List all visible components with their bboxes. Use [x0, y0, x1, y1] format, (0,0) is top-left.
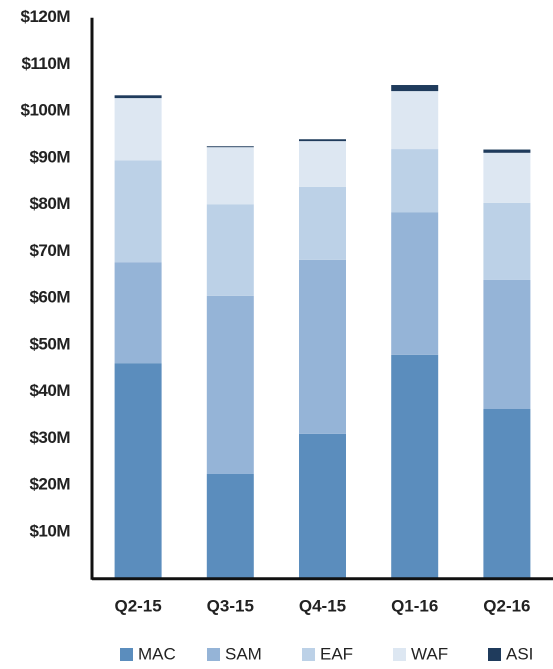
bar-segment	[299, 139, 346, 142]
y-tick-label: $70M	[29, 241, 70, 260]
bar-segment	[206, 295, 254, 474]
legend-swatch	[488, 648, 501, 661]
x-tick-label: Q4-15	[299, 596, 346, 615]
bar-segment	[483, 279, 531, 409]
bar-segment	[483, 152, 531, 203]
legend-swatch	[393, 648, 406, 661]
legend-label: EAF	[320, 644, 353, 663]
legend-label: ASI	[506, 644, 533, 663]
y-tick-label: $110M	[21, 54, 70, 73]
x-tick-label: Q2-16	[483, 596, 530, 615]
bar-segment	[483, 408, 531, 579]
bar-segment	[391, 354, 439, 579]
legend-label: WAF	[411, 644, 448, 663]
y-tick-label: $50M	[29, 334, 70, 353]
x-tick-label: Q1-16	[391, 596, 438, 615]
bar-segment	[391, 85, 439, 92]
x-tick-label: Q2-15	[114, 596, 161, 615]
bar-segment	[114, 262, 162, 364]
y-tick-label: $30M	[29, 428, 70, 447]
y-tick-label: $90M	[29, 147, 70, 166]
bar-segment	[114, 363, 162, 579]
y-tick-label: $10M	[29, 521, 70, 540]
bar-segment	[299, 186, 346, 260]
bar-segment	[114, 160, 162, 263]
bar-segment	[114, 98, 162, 161]
y-tick-label: $100M	[21, 101, 71, 120]
bar-segment	[299, 259, 346, 434]
bar-segment	[391, 149, 439, 213]
y-tick-label: $120M	[21, 7, 71, 26]
legend-label: MAC	[138, 644, 176, 663]
bar-segment	[483, 202, 531, 280]
x-tick-label: Q3-15	[207, 596, 254, 615]
bar-segment	[206, 147, 254, 205]
bar-segment	[206, 473, 254, 579]
y-tick-label: $40M	[29, 381, 70, 400]
legend-swatch	[302, 648, 315, 661]
legend-label: SAM	[225, 644, 262, 663]
bar-segment	[391, 212, 439, 355]
bar-segment	[206, 146, 254, 148]
bar-segment	[483, 149, 531, 153]
bar-segment	[299, 141, 346, 187]
bar-segment	[391, 91, 439, 150]
y-tick-label: $80M	[29, 194, 70, 213]
bar-segment	[114, 95, 162, 99]
y-tick-label: $20M	[29, 475, 70, 494]
bar-segment	[206, 204, 254, 296]
legend-swatch	[207, 648, 220, 661]
bar-segment	[299, 433, 346, 579]
legend-swatch	[120, 648, 133, 661]
y-tick-label: $60M	[29, 288, 70, 307]
